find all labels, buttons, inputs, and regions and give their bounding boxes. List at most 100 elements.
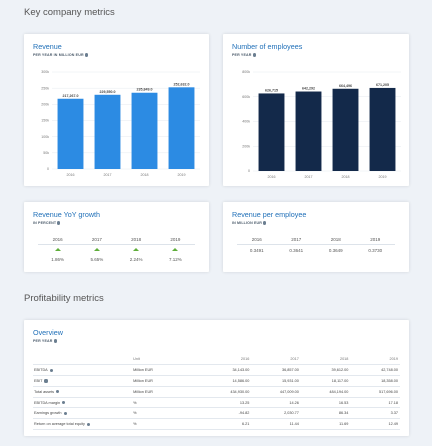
x-tick-label: 2016 [268, 175, 276, 179]
y-tick-label: 800k [242, 70, 250, 74]
growth-value: 7.12% [168, 256, 182, 262]
unit-cell: Million EUR [132, 386, 202, 398]
data-label: 664,496 [339, 84, 352, 88]
value-cell: 39,612.00 [300, 364, 351, 377]
y-tick-label: 200k [242, 144, 250, 148]
info-icon[interactable] [63, 411, 67, 415]
table-header-row: Unit 2016 2017 2018 2019 [33, 354, 400, 366]
overview-table: Unit 2016 2017 2018 2019 EBITDA Million … [33, 354, 400, 431]
overview-subtitle: PER YEAR [33, 339, 53, 343]
value-cell: 15,931.00 [251, 375, 301, 387]
y-tick-label: 100k [41, 135, 49, 139]
value-cell: 447,009.00 [251, 386, 301, 398]
value-cell: 17.18 [350, 397, 400, 409]
table-row: EBIT Million EUR 14,586.00 15,931.00 18,117… [33, 375, 400, 387]
key-metrics-heading: Key company metrics [24, 7, 115, 18]
data-label: 229,550.0 [100, 90, 116, 94]
info-icon[interactable] [53, 339, 57, 343]
year-header: 2017 [91, 236, 102, 242]
value-cell: 11.69 [300, 418, 351, 431]
bar [57, 98, 84, 169]
bar [94, 94, 121, 169]
value-cell: 434,930.00 [201, 386, 252, 398]
value-cell: 517,696.00 [350, 386, 400, 398]
bar [369, 87, 396, 171]
value-cell: 13.25 [201, 397, 252, 409]
triangle-up-icon [93, 248, 100, 251]
x-tick-label: 2016 [67, 173, 75, 177]
value-cell: 18,117.00 [300, 375, 351, 387]
info-icon[interactable] [84, 53, 88, 57]
table-row: EBITDA Million EUR 34,143.00 36,857.00 39,6… [33, 364, 400, 377]
info-icon[interactable] [263, 221, 267, 225]
data-label: 671,205 [376, 83, 389, 87]
value-cell: 18,358.00 [350, 375, 400, 387]
revenue-per-employee-card: Revenue per employee IN MILLION EUR 2016… [223, 202, 409, 272]
growth-value: 5.65% [90, 256, 104, 262]
revenue-per-employee-table: 2016 2017 2018 2019 0.3491 0.3641 0.3649… [237, 234, 395, 255]
revenue-growth-card: Revenue YoY growth IN PERCENT 2016 2017 … [24, 202, 209, 272]
value-cell: 16.53 [300, 397, 351, 409]
year-header: 2017 [291, 236, 302, 242]
triangle-up-icon [54, 248, 61, 251]
y-tick-label: 300k [41, 70, 49, 74]
info-icon[interactable] [49, 368, 53, 372]
y-tick-label: 250k [41, 86, 49, 90]
info-icon[interactable] [56, 390, 60, 394]
value-cell: 34,143.00 [201, 364, 252, 377]
info-icon[interactable] [62, 400, 66, 405]
value-cell: 86.34 [300, 407, 351, 420]
value-cell: 2,030.77 [251, 407, 301, 420]
year-header: 2018 [131, 236, 142, 242]
y-tick-label: 0 [47, 167, 49, 171]
y-tick-label: 0 [248, 169, 250, 173]
value-cell: 12.49 [350, 418, 400, 431]
info-icon[interactable] [57, 221, 61, 225]
growth-value: 1.86% [51, 256, 64, 262]
revenue-card: Revenue PER YEAR IN MILLION EUR 0 50k 100k… [24, 34, 209, 186]
x-tick-label: 2017 [305, 175, 313, 179]
revenue-growth-title: Revenue YoY growth [33, 210, 101, 219]
employees-subtitle: PER YEAR [232, 53, 252, 57]
unit-cell: % [132, 418, 202, 431]
value-cell: 3.37 [350, 407, 400, 420]
data-label: 252,632.0 [174, 82, 190, 86]
table-row: Return on average total equity % 6.21 11.4… [33, 418, 400, 431]
year-header: 2016 [251, 236, 262, 242]
triangle-up-icon [133, 248, 140, 251]
value-cell: 42,748.00 [350, 364, 400, 377]
growth-value: 2.24% [129, 256, 143, 262]
column-header: 2017 [251, 354, 301, 366]
row-label: EBIT [34, 378, 43, 383]
unit-cell: Million EUR [132, 375, 202, 387]
revenue-title: Revenue [33, 42, 62, 51]
unit-cell: % [132, 397, 202, 409]
column-header: 2018 [300, 354, 351, 366]
table-row: Earnings growth % -94.82 2,030.77 86.34 3.37 [33, 407, 400, 420]
rpe-value: 0.3649 [328, 247, 343, 253]
column-header: 2019 [350, 354, 400, 366]
overview-title: Overview [33, 328, 63, 337]
y-tick-label: 50k [43, 151, 49, 155]
data-label: 626,715 [265, 88, 278, 92]
info-icon[interactable] [86, 422, 91, 426]
employees-chart: 0 200k 400k 600k 800k 626,715 2016 642,292 2017 6… [242, 70, 401, 179]
info-icon[interactable] [44, 379, 48, 383]
unit-cell: Million EUR [132, 364, 202, 377]
value-cell: 484,194.00 [300, 386, 351, 398]
bar [168, 87, 195, 169]
data-label: 217,267.0 [63, 94, 79, 98]
data-label: 235,849.0 [137, 88, 153, 92]
row-label: Total assets [34, 389, 55, 394]
unit-cell: % [132, 407, 202, 420]
overview-card: Overview PER YEAR Unit 2016 2017 2018 20… [24, 320, 409, 436]
column-header [33, 354, 133, 366]
revenue-growth-table: 2016 2017 2018 2019 1.86% 5.65% 2.24% 7.… [38, 234, 195, 264]
info-icon[interactable] [252, 53, 256, 57]
revenue-per-employee-subtitle: IN MILLION EUR [232, 221, 263, 225]
employees-title: Number of employees [232, 42, 303, 51]
x-tick-label: 2017 [104, 173, 112, 177]
value-cell: 14.26 [251, 397, 301, 409]
rpe-value: 0.3730 [368, 247, 383, 253]
y-tick-label: 200k [41, 103, 49, 107]
